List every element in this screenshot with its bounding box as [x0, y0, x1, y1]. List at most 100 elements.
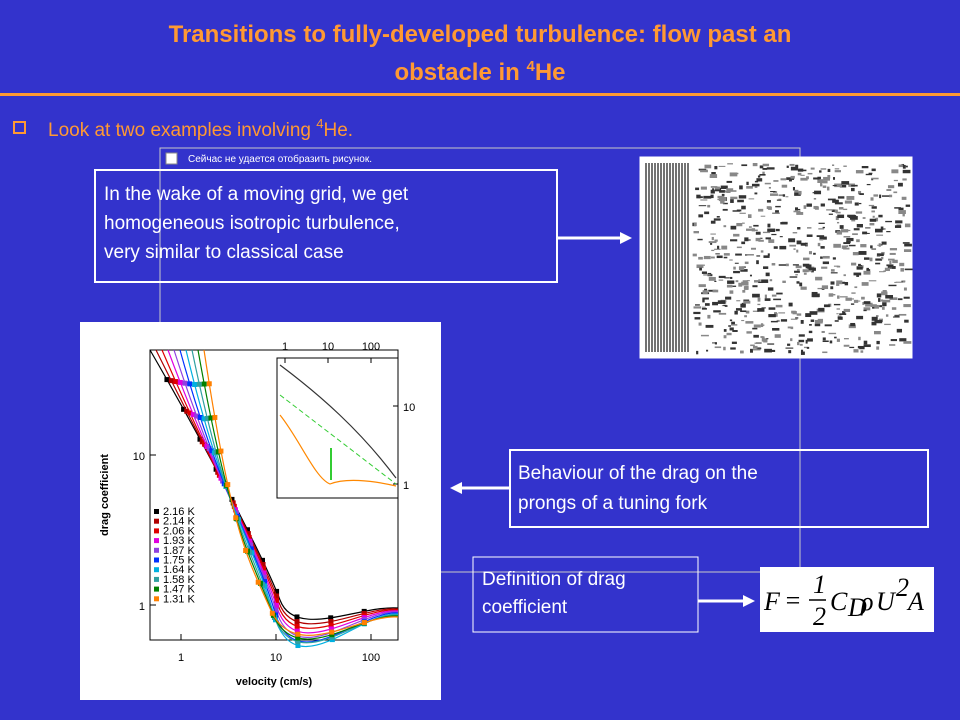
texture	[773, 246, 778, 249]
texture	[781, 221, 788, 225]
texture	[752, 285, 758, 288]
texture	[876, 293, 882, 298]
texture	[888, 284, 897, 287]
texture	[795, 265, 802, 269]
texture	[842, 310, 846, 315]
texture	[789, 276, 798, 278]
texture	[834, 209, 838, 213]
texture	[711, 236, 714, 241]
texture	[714, 239, 718, 242]
texture	[813, 177, 820, 180]
box-text: Definition of drag	[482, 569, 626, 590]
texture	[841, 245, 847, 249]
texture	[832, 185, 837, 187]
turbulence-image	[639, 156, 913, 359]
texture	[713, 310, 721, 313]
marker	[247, 538, 253, 544]
texture	[903, 296, 910, 299]
texture	[832, 199, 839, 203]
bullet-part: He.	[324, 120, 354, 141]
legend-marker	[154, 557, 159, 563]
texture	[699, 264, 705, 266]
legend-label: 1.75 K	[163, 555, 195, 567]
texture	[834, 320, 839, 322]
legend-label: 2.14 K	[163, 516, 195, 528]
marker	[182, 380, 188, 386]
marker	[328, 622, 334, 628]
texture	[753, 224, 759, 227]
texture	[759, 237, 763, 239]
texture	[865, 173, 873, 176]
texture	[834, 183, 842, 188]
marker	[168, 378, 174, 384]
texture	[782, 194, 786, 197]
texture	[715, 186, 720, 190]
marker	[260, 562, 266, 568]
inset-y-tick-label: 1	[403, 480, 409, 492]
marker	[218, 448, 224, 454]
texture	[698, 322, 702, 326]
texture	[860, 350, 864, 353]
marker	[225, 482, 231, 488]
texture	[853, 349, 859, 353]
marker	[187, 410, 193, 416]
texture	[822, 261, 830, 265]
texture	[879, 305, 883, 308]
texture	[879, 194, 882, 199]
texture	[736, 246, 742, 249]
texture	[853, 228, 860, 231]
texture	[766, 206, 771, 210]
texture	[796, 211, 804, 215]
texture	[726, 332, 732, 336]
texture	[844, 200, 852, 204]
texture	[775, 210, 779, 214]
texture	[863, 301, 871, 304]
texture	[850, 322, 856, 327]
texture	[767, 223, 771, 228]
texture	[794, 270, 800, 273]
texture	[831, 209, 837, 212]
texture	[850, 303, 855, 305]
texture	[878, 298, 881, 302]
marker	[274, 593, 280, 599]
marker	[259, 557, 265, 563]
eq-symbol: C	[830, 587, 848, 616]
texture	[820, 256, 823, 259]
texture	[745, 254, 748, 256]
texture	[754, 229, 758, 232]
eq-symbol: A	[906, 587, 924, 616]
marker	[194, 413, 200, 419]
texture	[846, 195, 855, 200]
texture	[772, 327, 780, 331]
texture	[838, 207, 844, 210]
texture	[869, 257, 873, 262]
texture	[762, 168, 768, 170]
texture	[693, 222, 697, 227]
texture	[868, 280, 877, 282]
texture	[808, 270, 813, 272]
texture	[781, 184, 788, 188]
texture	[753, 324, 761, 328]
texture	[737, 199, 744, 203]
texture	[836, 313, 839, 315]
texture	[730, 276, 733, 279]
texture	[832, 257, 836, 260]
texture	[836, 221, 840, 224]
texture	[872, 307, 875, 309]
texture	[837, 316, 843, 320]
texture	[707, 204, 711, 208]
texture	[799, 282, 803, 287]
texture	[830, 272, 838, 274]
texture	[800, 351, 805, 355]
texture	[693, 306, 702, 309]
texture	[713, 218, 721, 221]
texture	[846, 237, 854, 242]
texture	[801, 349, 804, 353]
marker	[269, 610, 275, 616]
texture	[786, 165, 789, 168]
texture	[879, 271, 885, 273]
texture	[852, 252, 859, 256]
texture	[829, 340, 833, 344]
arrow-head	[620, 232, 632, 244]
texture	[740, 303, 746, 308]
